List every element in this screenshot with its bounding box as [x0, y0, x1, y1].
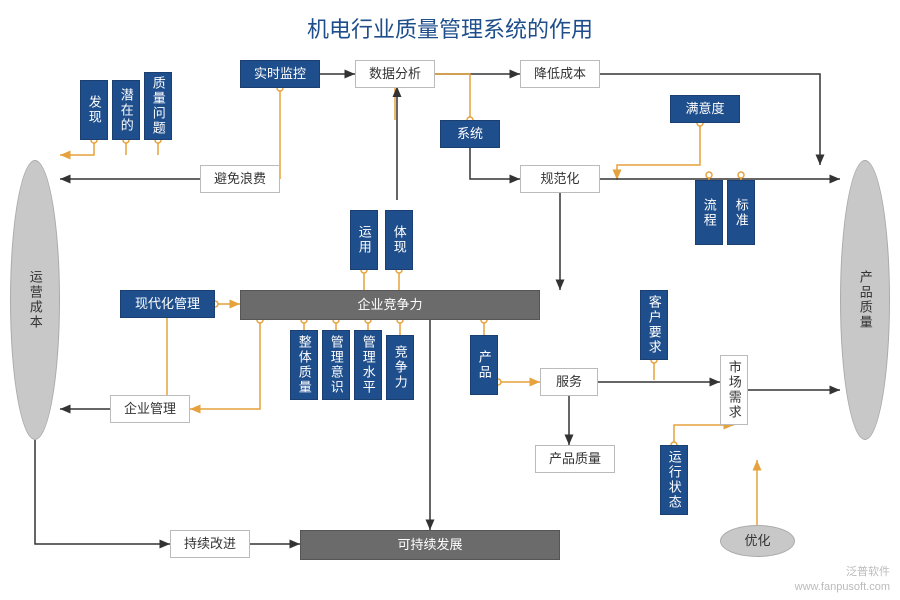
node-enterprise: 企业管理 — [110, 395, 190, 423]
node-product: 产品 — [470, 335, 498, 395]
node-qualissue: 质量问题 — [144, 72, 172, 140]
node-compete: 企业竞争力 — [240, 290, 540, 320]
node-avoidwaste: 避免浪费 — [200, 165, 280, 193]
node-mgmtaware: 管理意识 — [322, 330, 350, 400]
node-service: 服务 — [540, 368, 598, 396]
node-dataanalysis: 数据分析 — [355, 60, 435, 88]
node-sustainable: 可持续发展 — [300, 530, 560, 560]
node-satisfaction: 满意度 — [670, 95, 740, 123]
node-realtime: 实时监控 — [240, 60, 320, 88]
node-prodqual_r: 产品质量 — [840, 160, 890, 440]
diagram-title: 机电行业质量管理系统的作用 — [0, 12, 900, 44]
node-prodqual2: 产品质量 — [535, 445, 615, 473]
node-standard: 标准 — [727, 180, 755, 245]
node-modernmgmt: 现代化管理 — [120, 290, 215, 318]
node-potential: 潜在的 — [112, 80, 140, 140]
watermark: 泛普软件www.fanpusoft.com — [795, 565, 890, 594]
node-discover: 发现 — [80, 80, 108, 140]
node-custreq: 客户要求 — [640, 290, 668, 360]
node-marketreq: 市场需求 — [720, 355, 748, 425]
node-mgmtlevel: 管理水平 — [354, 330, 382, 400]
node-opcost: 运营成本 — [10, 160, 60, 440]
node-continuousimp: 持续改进 — [170, 530, 250, 558]
node-lowercost: 降低成本 — [520, 60, 600, 88]
node-optimize: 优化 — [720, 525, 795, 557]
node-competitiveness: 竞争力 — [386, 335, 414, 400]
node-apply: 运用 — [350, 210, 378, 270]
node-overallq: 整体质量 — [290, 330, 318, 400]
node-standardize: 规范化 — [520, 165, 600, 193]
node-system: 系统 — [440, 120, 500, 148]
node-runstate: 运行状态 — [660, 445, 688, 515]
node-process: 流程 — [695, 180, 723, 245]
node-embody: 体现 — [385, 210, 413, 270]
